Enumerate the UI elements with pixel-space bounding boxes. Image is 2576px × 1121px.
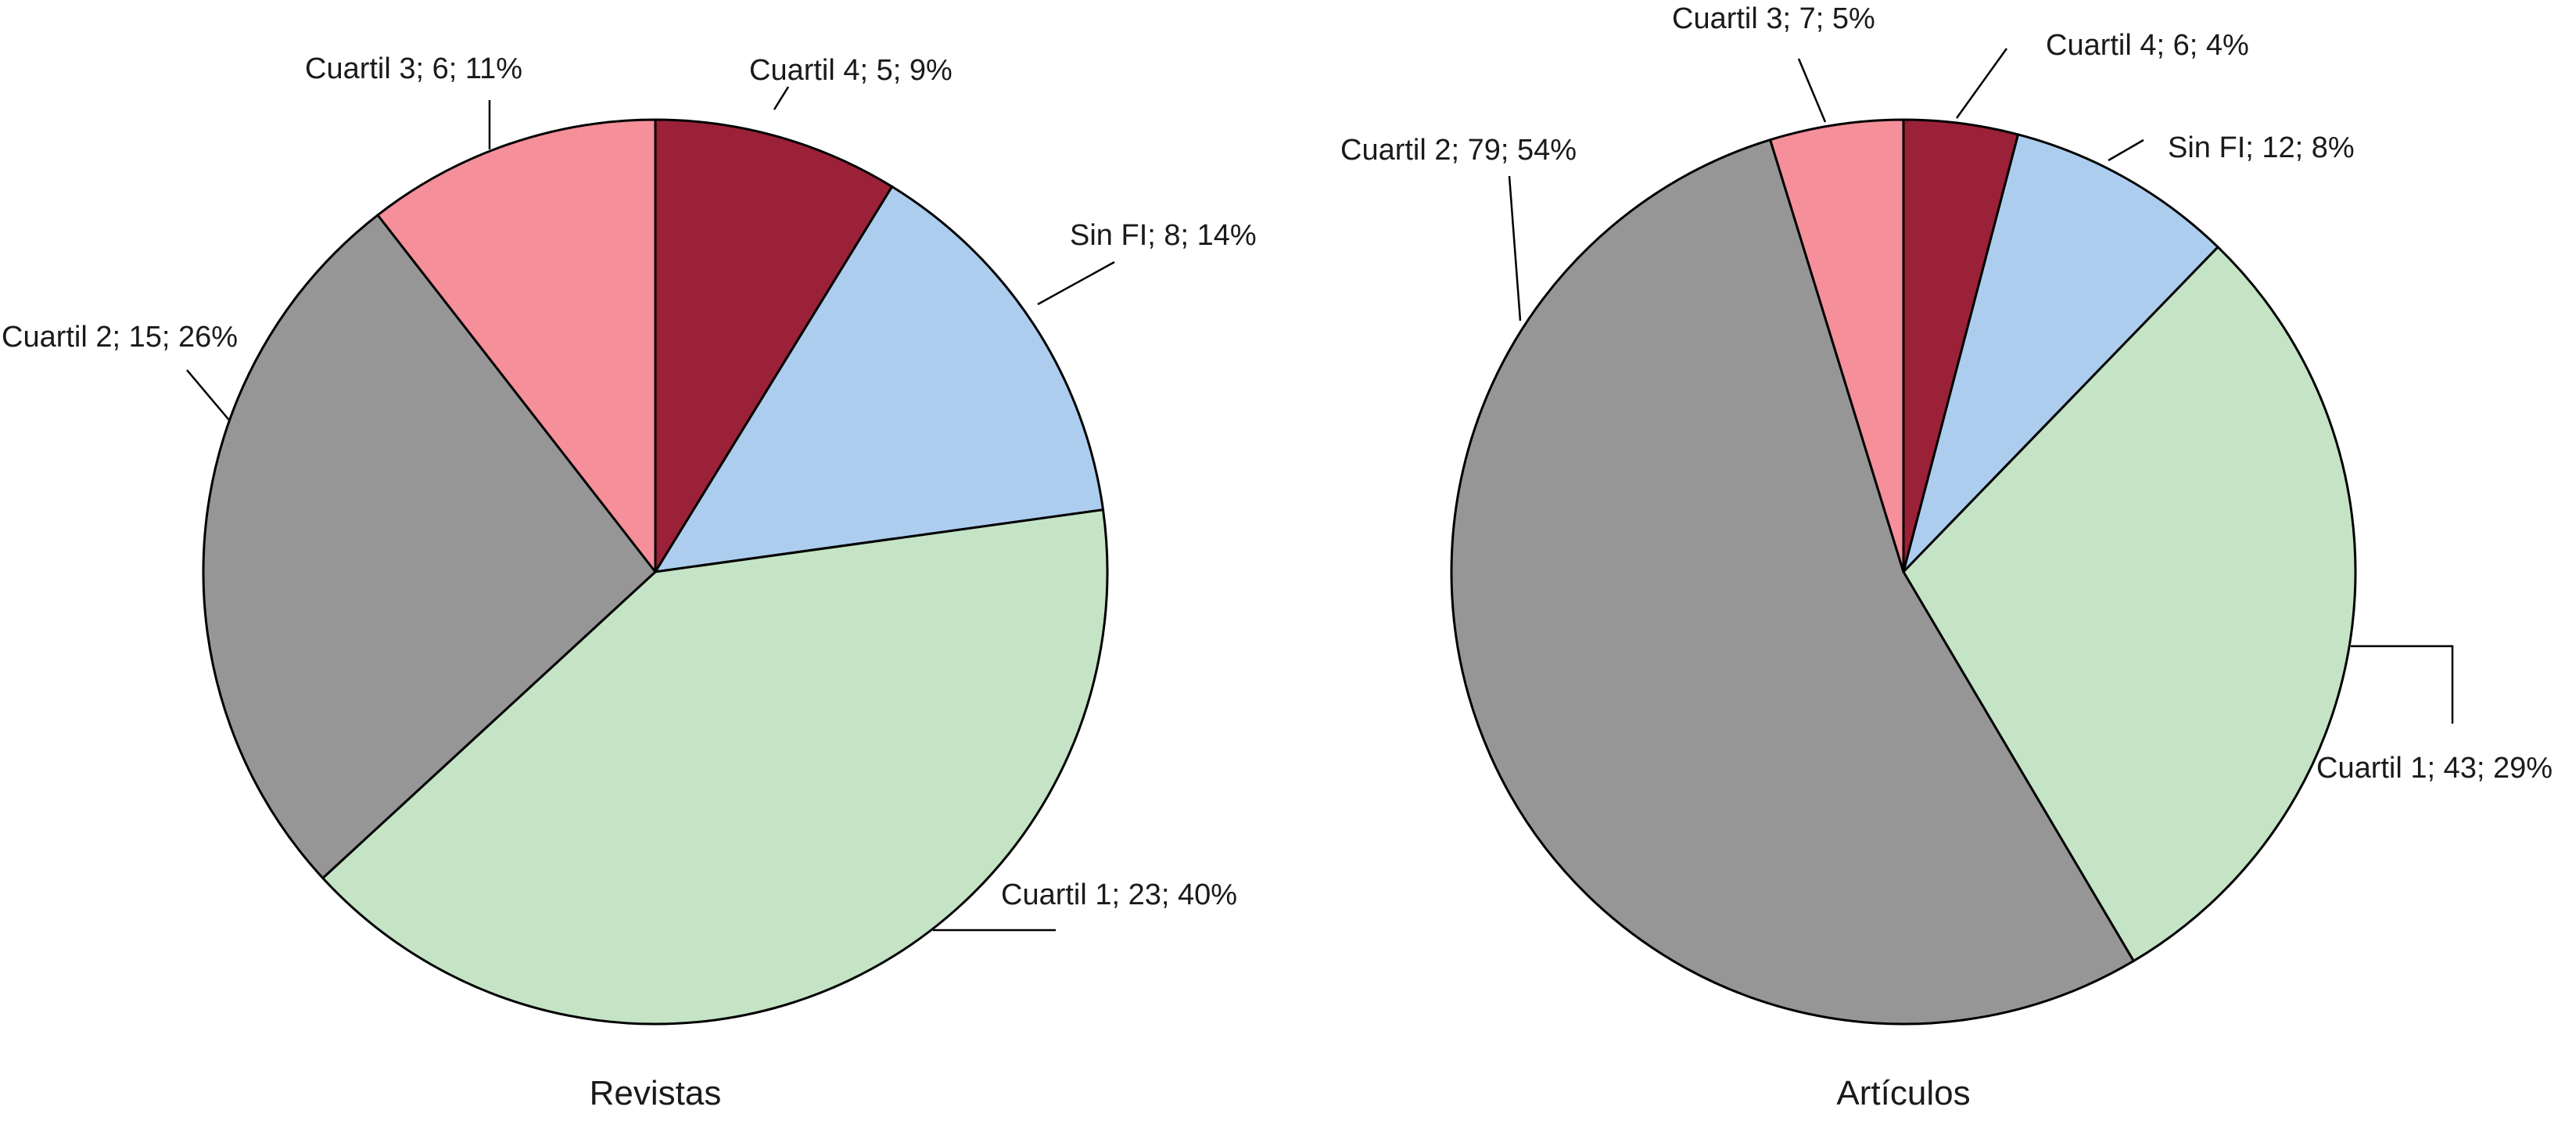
pie-slice-cuartil-2 (202, 214, 657, 879)
data-label-cuartil-2: Cuartil 2; 79; 54% (1340, 134, 1577, 167)
pie-slice-sin-fi (654, 185, 1105, 573)
leader-line-cuartil-2 (186, 369, 230, 421)
pie-chart-revistas: Cuartil 4; 5; 9% Sin FI; 8; 14% Cuartil 1;… (2, 52, 1257, 1112)
pie-slice-cuartil-4 (654, 118, 894, 573)
leader-line-cuartil-4 (773, 86, 790, 110)
data-label-cuartil-3: Cuartil 3; 7; 5% (1672, 2, 1875, 35)
pie-slice-sin-fi (1902, 133, 2219, 573)
data-label-cuartil-3: Cuartil 3; 6; 11% (305, 52, 522, 85)
data-label-cuartil-1: Cuartil 1; 23; 40% (1001, 878, 1237, 911)
pie-slice-cuartil-2 (1450, 138, 2135, 1026)
data-label-cuartil-2: Cuartil 2; 15; 26% (2, 321, 238, 354)
leader-line-cuartil-3 (1797, 58, 1827, 123)
pie-chart-articulos: Cuartil 4; 6; 4% Sin FI; 12; 8% Cuartil 1;… (1340, 2, 2553, 1112)
leader-line-cuartil-2 (1508, 175, 1522, 322)
leader-line-sin-fi (1037, 260, 1115, 306)
data-label-sin-fi: Sin FI; 12; 8% (2168, 131, 2355, 164)
chart-title: Revistas (590, 1074, 722, 1112)
leader-line-cuartil-1 (2351, 645, 2454, 724)
leader-line-sin-fi (2108, 138, 2144, 162)
data-label-cuartil-4: Cuartil 4; 6; 4% (2046, 29, 2249, 62)
data-label-cuartil-1: Cuartil 1; 43; 29% (2316, 752, 2553, 785)
data-label-sin-fi: Sin FI; 8; 14% (1070, 219, 1257, 252)
pie-slice-cuartil-1 (321, 508, 1109, 1026)
data-label-cuartil-4: Cuartil 4; 5; 9% (749, 54, 953, 87)
chart-title: Artículos (1836, 1074, 1970, 1112)
leader-line-cuartil-4 (1955, 48, 2008, 119)
pie-slice-cuartil-3 (376, 118, 657, 573)
pie-slice-cuartil-1 (1902, 246, 2357, 962)
pie-slice-cuartil-3 (1769, 118, 1905, 573)
